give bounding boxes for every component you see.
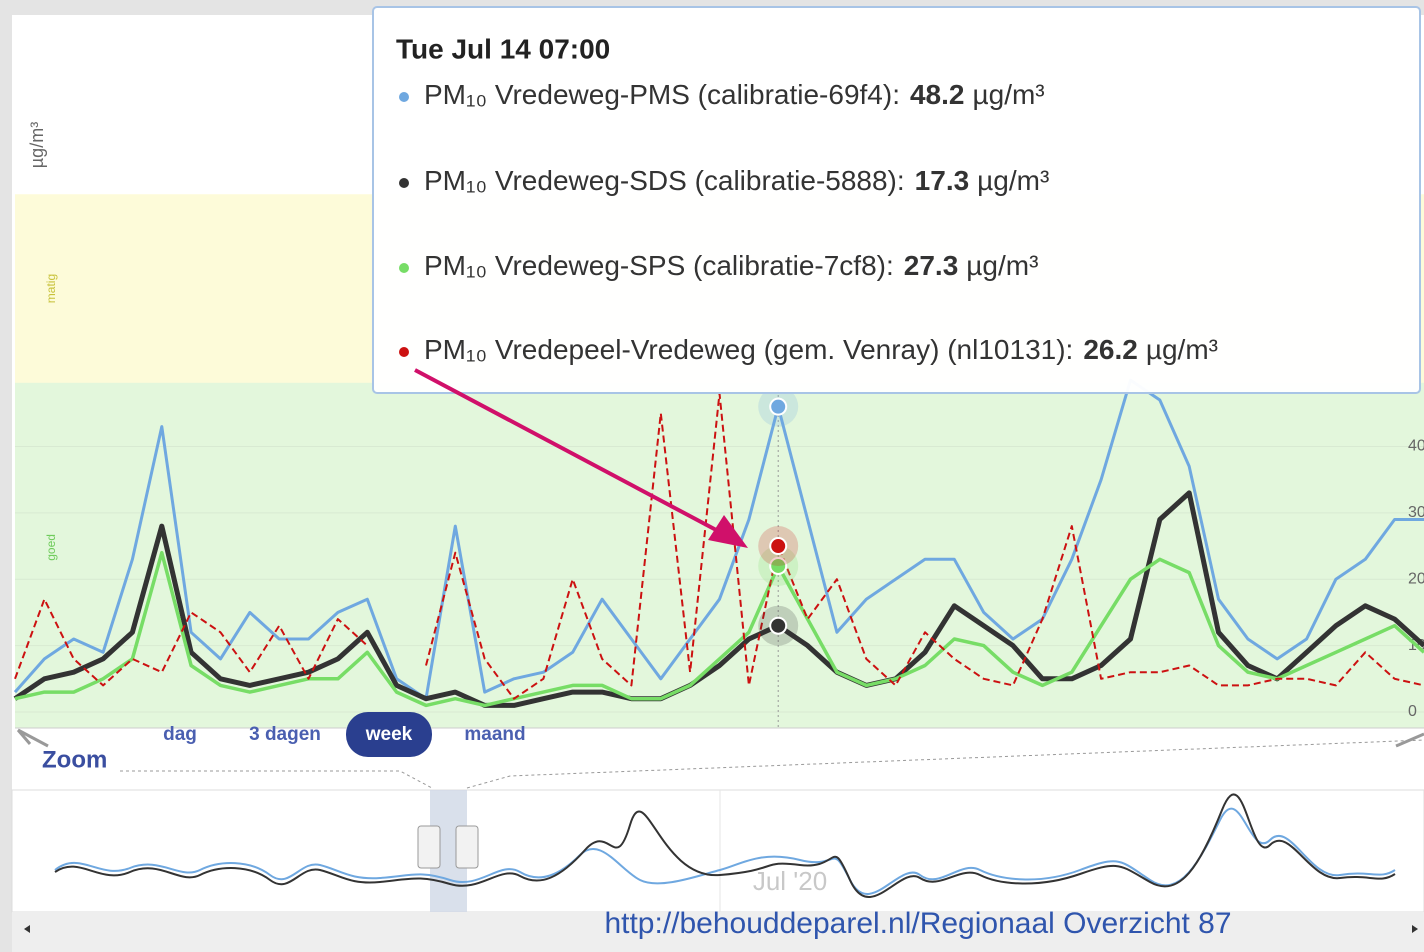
tooltip-series-name: PM₁₀ Vredeweg-PMS (calibratie-69f4): bbox=[424, 79, 900, 110]
y-tick-label: 30 bbox=[1408, 504, 1424, 521]
tooltip-value: 27.3 bbox=[904, 250, 959, 281]
tooltip: Tue Jul 14 07:00 PM₁₀ Vredeweg-PMS (cali… bbox=[372, 6, 1421, 394]
tooltip-value: 26.2 bbox=[1083, 334, 1138, 365]
series-line bbox=[13, 378, 1424, 701]
y-tick-label: 40 bbox=[1408, 438, 1424, 455]
zoom-connector bbox=[466, 739, 1424, 789]
tooltip-series-name: PM₁₀ Vredepeel-Vredeweg (gem. Venray) (n… bbox=[424, 334, 1073, 365]
footer-url: http://behouddeparel.nl/Regionaal Overzi… bbox=[604, 907, 1231, 940]
hover-point bbox=[769, 616, 788, 635]
tooltip-value: 48.2 bbox=[910, 79, 965, 110]
zoom-arrow bbox=[16, 728, 49, 748]
y-tick-label: 20 bbox=[1408, 570, 1424, 587]
tooltip-row: PM₁₀ Vredepeel-Vredeweg (gem. Venray) (n… bbox=[424, 334, 1218, 365]
tooltip-value: 17.3 bbox=[915, 165, 970, 196]
tooltip-box bbox=[372, 6, 1421, 394]
range-button[interactable]: 3 dagen bbox=[249, 724, 321, 745]
navigator-handle[interactable] bbox=[417, 825, 441, 869]
tooltip-row: PM₁₀ Vredeweg-PMS (calibratie-69f4): 48.2… bbox=[424, 79, 1045, 110]
tooltip-marker bbox=[399, 178, 409, 188]
series-line bbox=[13, 490, 1424, 708]
scrollbar[interactable] bbox=[12, 912, 1424, 952]
scroll-left[interactable] bbox=[24, 925, 30, 933]
band-label: matig bbox=[44, 274, 58, 303]
tooltip-series-name: PM₁₀ Vredeweg-SDS (calibratie-5888): bbox=[424, 165, 905, 196]
navigator bbox=[11, 789, 1424, 913]
hover-point bbox=[769, 537, 788, 556]
y-axis-label: µg/m³ bbox=[27, 122, 47, 168]
tooltip-unit: µg/m³ bbox=[977, 165, 1049, 196]
range-button[interactable]: maand bbox=[464, 724, 525, 745]
range-button[interactable]: week bbox=[365, 724, 413, 745]
hover-point bbox=[769, 556, 788, 575]
navigator-line bbox=[54, 793, 1396, 898]
tooltip-unit: µg/m³ bbox=[1146, 334, 1218, 365]
tooltip-row: PM₁₀ Vredeweg-SPS (calibratie-7cf8): 27.3… bbox=[424, 250, 1038, 281]
range-button-bg[interactable] bbox=[346, 712, 432, 757]
zoom-arrow bbox=[1395, 732, 1424, 748]
zoom-label: Zoom bbox=[42, 746, 107, 773]
range-button[interactable]: dag bbox=[163, 724, 197, 745]
band-label: goed bbox=[44, 534, 58, 561]
tooltip-title: Tue Jul 14 07:00 bbox=[396, 33, 610, 64]
tooltip-unit: µg/m³ bbox=[966, 250, 1038, 281]
scroll-right[interactable] bbox=[1412, 925, 1418, 933]
tooltip-unit: µg/m³ bbox=[972, 79, 1044, 110]
y-tick-label: 0 bbox=[1408, 703, 1417, 720]
series-line bbox=[14, 550, 1424, 708]
tooltip-marker bbox=[399, 347, 409, 357]
series-lines bbox=[13, 378, 1424, 708]
navigator-handle[interactable] bbox=[455, 825, 479, 869]
series-line bbox=[14, 392, 1424, 700]
tooltip-row: PM₁₀ Vredeweg-SDS (calibratie-5888): 17.3… bbox=[424, 165, 1049, 196]
tooltip-marker bbox=[399, 263, 409, 273]
hover-point bbox=[769, 397, 788, 416]
annotation-arrowhead bbox=[708, 515, 748, 548]
tooltip-marker bbox=[399, 92, 409, 102]
annotation-arrow bbox=[414, 368, 736, 542]
navigator-label: Jul '20 bbox=[753, 866, 827, 896]
navigator-line bbox=[54, 807, 1396, 895]
range-buttons: dag 3 dagen week maand bbox=[163, 712, 526, 757]
plot-band bbox=[15, 366, 1424, 728]
tooltip-series-name: PM₁₀ Vredeweg-SPS (calibratie-7cf8): bbox=[424, 250, 894, 281]
